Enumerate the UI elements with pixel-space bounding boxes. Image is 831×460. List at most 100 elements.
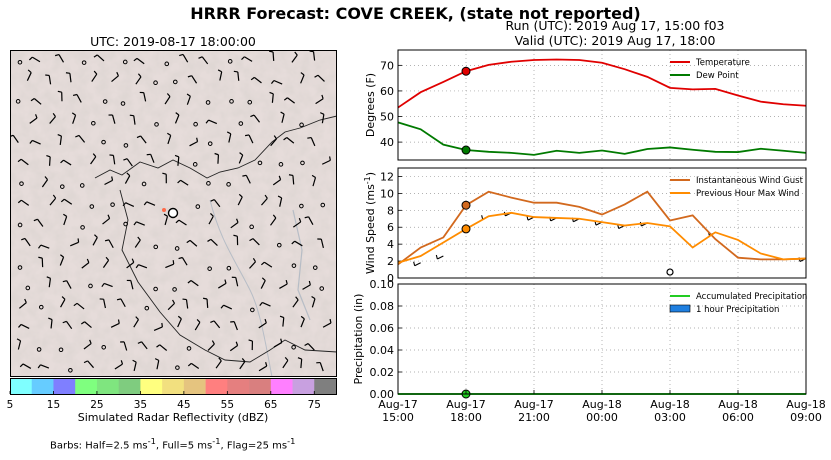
reflectivity-colorbar: 5 15 25 35 45 55 65 75 xyxy=(7,378,337,411)
calm-wind-circle xyxy=(25,285,31,291)
wind-barb xyxy=(320,238,324,249)
x-tick-date: Aug-17 xyxy=(514,398,553,411)
wind-barb-flag xyxy=(65,72,70,74)
colorbar-cell xyxy=(183,378,206,394)
wind-barb-flag xyxy=(132,359,137,363)
wind-barb xyxy=(253,76,262,84)
wind-barb xyxy=(32,139,41,145)
wind-barb xyxy=(213,320,221,329)
precip-panel: 0.00 0.02 0.04 0.06 0.08 0.10 Precipitation (i… xyxy=(352,278,807,401)
wind-barb xyxy=(244,56,253,62)
wind-barb-flag xyxy=(300,315,305,320)
wind-barb-flag xyxy=(93,70,98,75)
wind-barb xyxy=(20,323,30,329)
wind-barb-flag xyxy=(94,234,98,238)
colorbar-cell xyxy=(10,378,33,394)
wind-barb xyxy=(96,54,105,62)
calm-wind-circle xyxy=(312,265,318,270)
calm-wind-circle xyxy=(238,121,244,126)
wind-barb-flag xyxy=(175,219,180,224)
wind-barb xyxy=(271,93,274,103)
calm-wind-circle xyxy=(58,347,64,353)
wind-barb xyxy=(207,343,215,351)
station-dot xyxy=(162,208,166,212)
wind-barb xyxy=(103,299,107,309)
wind-barb xyxy=(279,283,288,289)
wind-barb xyxy=(189,141,198,147)
wind-barb-flag xyxy=(30,97,35,102)
wind-barb-flag xyxy=(161,322,163,328)
wind-barb xyxy=(92,237,98,246)
wind-barb xyxy=(102,217,110,225)
wind-barb xyxy=(50,319,53,329)
wind-barb xyxy=(321,114,325,124)
colorbar-tick-label: 45 xyxy=(177,399,190,411)
colorbar-cell xyxy=(96,378,119,394)
wind-barb xyxy=(262,301,271,307)
wind-barb xyxy=(40,244,50,249)
y-tick-label: 40 xyxy=(380,136,394,149)
calm-wind-circle xyxy=(247,99,253,105)
wind-barb-flag xyxy=(329,156,331,161)
wind-barb-flag xyxy=(178,256,183,260)
wind-barb-flag xyxy=(205,119,209,124)
wind-barb xyxy=(48,156,51,166)
calm-wind-circle xyxy=(102,99,108,104)
wind-barb xyxy=(312,177,317,187)
wind-barb xyxy=(272,179,281,186)
wind-barb xyxy=(125,202,135,207)
wind-barb-flag xyxy=(28,56,33,61)
calm-wind-circle xyxy=(174,246,180,251)
wind-barb-flag xyxy=(280,338,283,343)
calm-wind-circle xyxy=(299,122,304,128)
wind-barb-flag xyxy=(60,254,64,258)
x-tick-date: Aug-18 xyxy=(650,398,689,411)
wind-barb-flag xyxy=(308,280,311,286)
wind-barb-flag xyxy=(481,215,484,220)
wind-barb xyxy=(59,135,63,146)
wind-barb xyxy=(112,155,116,165)
wind-barb-flag xyxy=(319,112,325,115)
wind-barb-flag xyxy=(526,215,529,221)
wind-barb xyxy=(167,302,175,311)
wind-barb xyxy=(63,159,72,166)
wind-barb-flag xyxy=(93,54,98,58)
calm-wind-circle xyxy=(144,305,150,311)
wind-barb-flag xyxy=(104,239,110,242)
wind-barb xyxy=(237,71,240,81)
wind-barb-flag xyxy=(143,201,148,206)
x-tick-time: 06:00 xyxy=(722,411,754,424)
wind-barb xyxy=(230,221,239,229)
reflectivity-map xyxy=(10,50,337,377)
wind-barb xyxy=(190,279,199,287)
wind-barb xyxy=(180,179,189,186)
wind-barb xyxy=(185,299,189,309)
wind-barb-flag xyxy=(44,176,49,181)
wind-barb xyxy=(141,341,148,350)
wind-barb xyxy=(150,154,155,163)
wind-barb-flag xyxy=(291,240,296,245)
wind-barb xyxy=(292,175,295,185)
wind-barb-flag xyxy=(35,114,38,119)
wind-barb xyxy=(310,137,316,147)
wind-barb-flag xyxy=(75,134,80,138)
wind-barb-flag xyxy=(24,298,27,303)
wind-barb xyxy=(414,262,421,267)
wind-barb xyxy=(76,302,85,310)
wind-barb xyxy=(213,199,221,208)
calm-wind-circle xyxy=(19,181,24,186)
wind-barb-flag xyxy=(284,356,289,361)
wind-barb-flag xyxy=(273,135,277,140)
wind-barb-flag xyxy=(27,69,32,74)
calm-wind-circle xyxy=(207,141,213,146)
wind-barb xyxy=(133,361,137,372)
wind-barb xyxy=(215,360,222,369)
wind-barb-flag xyxy=(283,97,288,101)
wind-barb-flag xyxy=(29,140,33,144)
wind-barb xyxy=(156,360,160,370)
wind-barb xyxy=(153,326,163,332)
y-axis-label: Wind Speed (ms-1) xyxy=(363,172,377,274)
y-axis-label: Precipitation (in) xyxy=(352,294,365,385)
wind-barb xyxy=(81,262,90,269)
wind-barb-flag xyxy=(62,280,67,283)
